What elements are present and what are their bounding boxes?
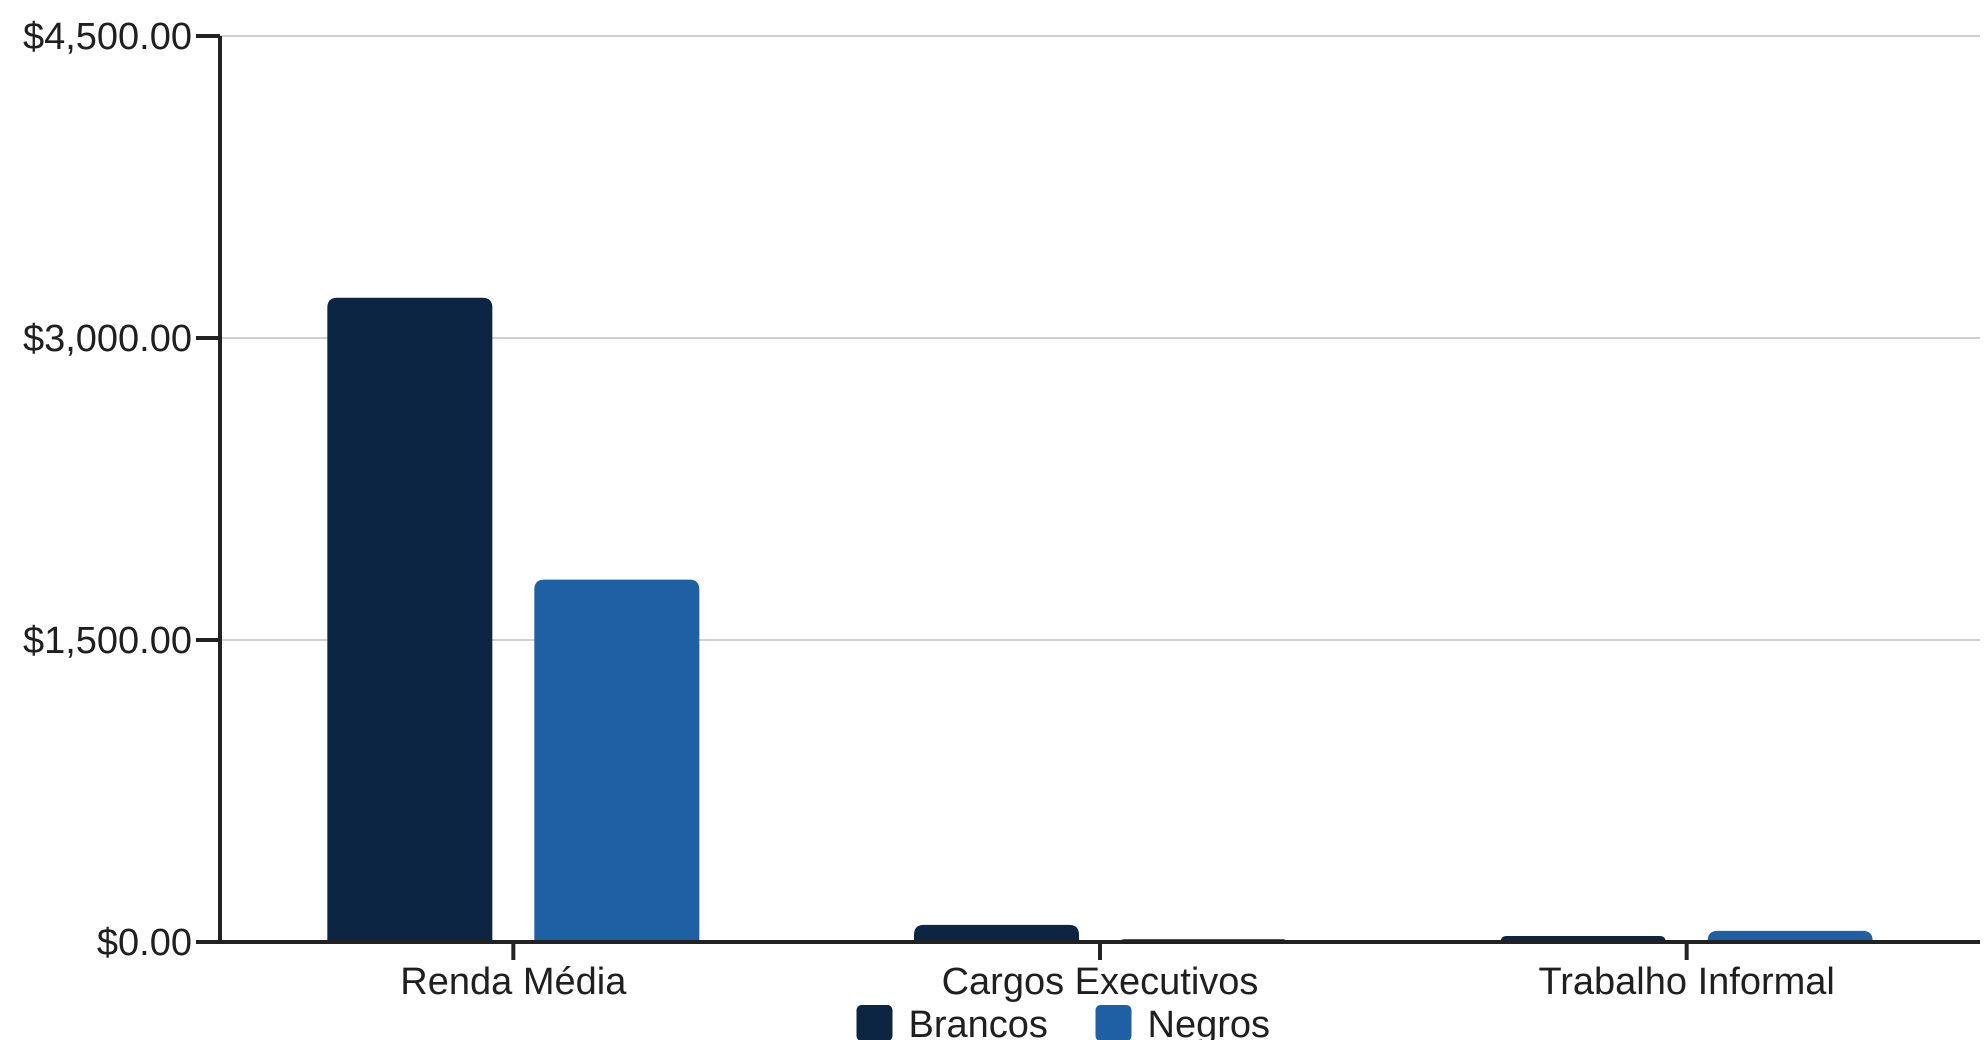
legend-swatch-negros	[1095, 1005, 1132, 1040]
tick-labels: $0.00 $1,500.00 $3,000.00 $4,500.00 Renda Mé…	[23, 16, 1835, 1003]
legend-label-brancos: Brancos	[909, 1004, 1048, 1040]
y-tick-label: $1,500.00	[23, 620, 192, 662]
bars	[327, 297, 1873, 942]
legend-label-negros: Negros	[1148, 1004, 1271, 1040]
bar-negros-1[interactable]	[534, 579, 700, 942]
y-tick-label: $3,000.00	[23, 318, 192, 360]
bar-brancos-1[interactable]	[327, 297, 493, 942]
legend: Brancos Negros	[856, 1004, 1271, 1040]
bar-negros-3[interactable]	[1707, 930, 1873, 942]
axes	[196, 34, 1980, 960]
x-tick-label: Cargos Executivos	[942, 961, 1259, 1003]
bar-brancos-2[interactable]	[914, 924, 1079, 942]
x-tick-label: Renda Média	[400, 961, 627, 1003]
y-tick-label: $0.00	[97, 922, 192, 964]
y-tick-label: $4,500.00	[23, 16, 192, 58]
legend-swatch-brancos	[856, 1005, 893, 1040]
x-tick-label: Trabalho Informal	[1538, 961, 1834, 1003]
gridlines	[220, 35, 1980, 641]
